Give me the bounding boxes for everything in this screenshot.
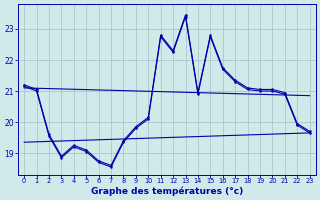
X-axis label: Graphe des températures (°c): Graphe des températures (°c)	[91, 186, 243, 196]
